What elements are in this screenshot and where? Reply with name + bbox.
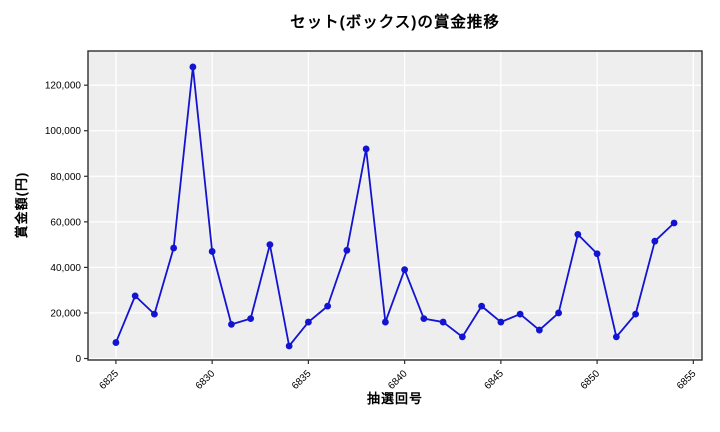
y-tick-label: 60,000 xyxy=(50,217,81,228)
data-point xyxy=(497,318,505,326)
data-point xyxy=(227,320,235,328)
y-tick-label: 80,000 xyxy=(50,172,81,183)
y-axis-label: 賞金額(円) xyxy=(14,171,29,239)
data-point xyxy=(632,310,639,318)
data-point xyxy=(478,302,486,310)
data-point xyxy=(439,318,447,326)
y-tick-label: 120,000 xyxy=(45,81,82,92)
data-point xyxy=(151,310,158,318)
data-point xyxy=(555,309,563,317)
data-point xyxy=(189,63,197,71)
data-point xyxy=(112,339,120,346)
y-tick-label: 20,000 xyxy=(50,308,81,319)
data-point xyxy=(247,315,255,323)
data-point xyxy=(362,145,370,153)
data-point xyxy=(324,302,332,310)
data-point xyxy=(131,292,139,300)
data-point xyxy=(343,246,351,254)
y-tick-label: 100,000 xyxy=(45,126,82,137)
data-point xyxy=(304,318,312,326)
data-point xyxy=(670,219,678,227)
data-point xyxy=(401,266,409,274)
data-point xyxy=(574,230,582,238)
data-point xyxy=(516,310,524,318)
y-tick-label: 0 xyxy=(75,354,81,365)
chart-title: セット(ボックス)の賞金推移 xyxy=(290,14,500,31)
data-point xyxy=(612,333,620,341)
data-point xyxy=(266,241,274,249)
data-point xyxy=(381,318,389,326)
x-axis-label: 抽選回号 xyxy=(366,391,423,406)
data-point xyxy=(458,333,466,341)
data-point xyxy=(285,342,293,350)
data-point xyxy=(651,237,659,245)
data-point xyxy=(420,315,428,323)
axes-frame xyxy=(87,50,703,361)
data-point xyxy=(535,326,543,334)
plot-panel xyxy=(88,51,702,360)
data-point xyxy=(208,248,216,255)
data-point xyxy=(593,250,601,258)
y-tick-label: 40,000 xyxy=(50,263,81,274)
data-point xyxy=(170,244,178,252)
series-line xyxy=(115,66,675,347)
